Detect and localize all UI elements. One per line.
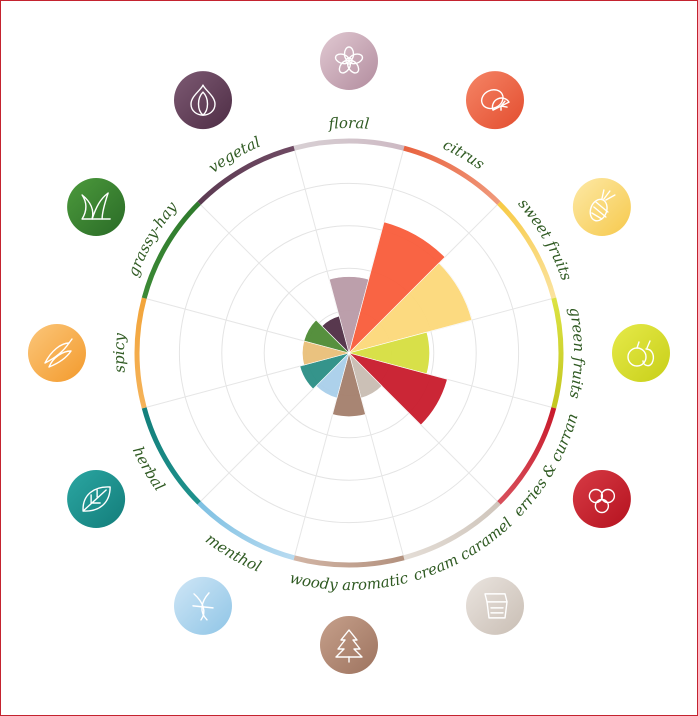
lemon-icon (466, 71, 524, 130)
mint-icon (174, 576, 232, 635)
label-floral: floral (327, 114, 370, 133)
ring-segment-berries-currant (497, 407, 557, 505)
bar-sweet-fruits (347, 262, 473, 354)
ring-segment-sweet-fruits (497, 201, 557, 299)
ring-segment-woody-aromatic (293, 555, 405, 568)
bar-berries-currant (347, 352, 448, 426)
ring-segment-floral (293, 138, 405, 151)
ring-segment-grassy-hay (141, 201, 201, 299)
label-menthol: menthol (202, 530, 264, 576)
label-woody-aromatic: woody aromatic (288, 569, 411, 594)
grid-circle (263, 267, 435, 439)
ring-segment-spicy (134, 297, 147, 409)
outer-ring (134, 138, 564, 568)
ring-segment-cream-caramel (403, 501, 501, 561)
label-spicy: spicy (110, 332, 129, 373)
apple-pear-icon (612, 324, 670, 382)
leaf-icon (67, 470, 126, 528)
pepper-icon (28, 324, 86, 382)
ring-segment-menthol (197, 501, 295, 561)
grass-icon (67, 178, 126, 236)
label-green-fruits: green fruits (566, 306, 588, 401)
chart-bars (299, 221, 473, 426)
ring-segment-citrus (403, 145, 501, 205)
bar-citrus (348, 221, 446, 355)
bar-vegetal (321, 315, 350, 355)
tree-icon (320, 616, 378, 674)
bar-grassy-hay (303, 319, 351, 354)
cream-icon (466, 576, 524, 635)
bar-woody-aromatic (332, 351, 366, 417)
pineapple-icon (572, 178, 631, 236)
berries-icon (572, 470, 631, 528)
ring-segment-vegetal (197, 145, 295, 205)
flower-icon (320, 32, 378, 90)
grid-circle (221, 225, 477, 481)
grid-circle (178, 182, 520, 524)
ring-segment-green-fruits (551, 297, 564, 409)
onion-icon (174, 71, 232, 130)
label-vegetal: vegetal (205, 133, 263, 177)
bar-herbal (299, 352, 351, 390)
ring-segment-herbal (141, 407, 201, 505)
category-icons (28, 32, 670, 674)
